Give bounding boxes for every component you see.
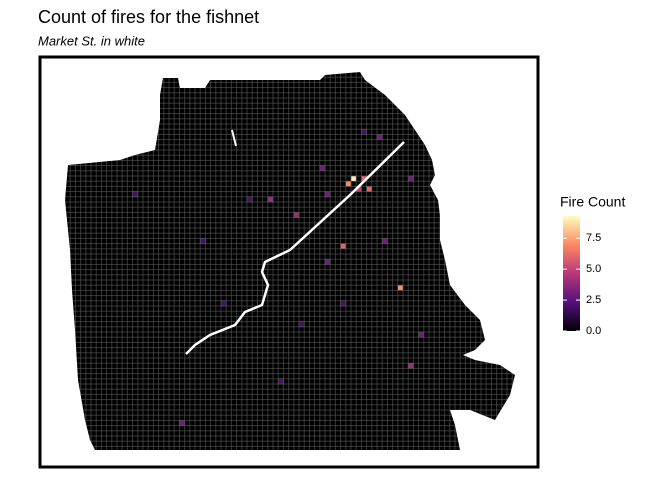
market-street [185,141,405,355]
cell [324,191,331,198]
cell [407,175,414,182]
cell [267,196,274,203]
cell [397,284,404,291]
cells [132,128,425,426]
cell [340,243,347,250]
cell [179,420,185,426]
cell [293,212,300,218]
street-fragment [231,129,237,147]
cell [277,378,284,385]
cell [418,331,425,338]
cell [132,191,139,198]
cell [366,186,373,192]
cell [381,238,388,244]
legend-tick-label: 0.0 [586,325,601,337]
cell [361,128,367,135]
cell [199,238,206,244]
chart-title: Count of fires for the fishnet [38,7,259,27]
cell [324,258,331,265]
cell [350,175,357,182]
legend-tick-label: 7.5 [586,232,601,244]
cell [407,362,414,369]
legend-tick-label: 5.0 [586,263,601,275]
legend-colorbar [563,216,580,331]
cell [376,134,383,140]
cell [220,300,227,307]
cell [298,321,305,328]
cell [345,180,352,187]
chart-subtitle: Market St. in white [38,33,145,48]
legend: 0.0 2.5 5.0 7.5 [563,232,601,337]
legend-tick-label: 2.5 [586,294,601,306]
legend-title: Fire Count [560,194,625,210]
cell [319,165,326,172]
cell [246,196,253,203]
cell [340,300,347,307]
